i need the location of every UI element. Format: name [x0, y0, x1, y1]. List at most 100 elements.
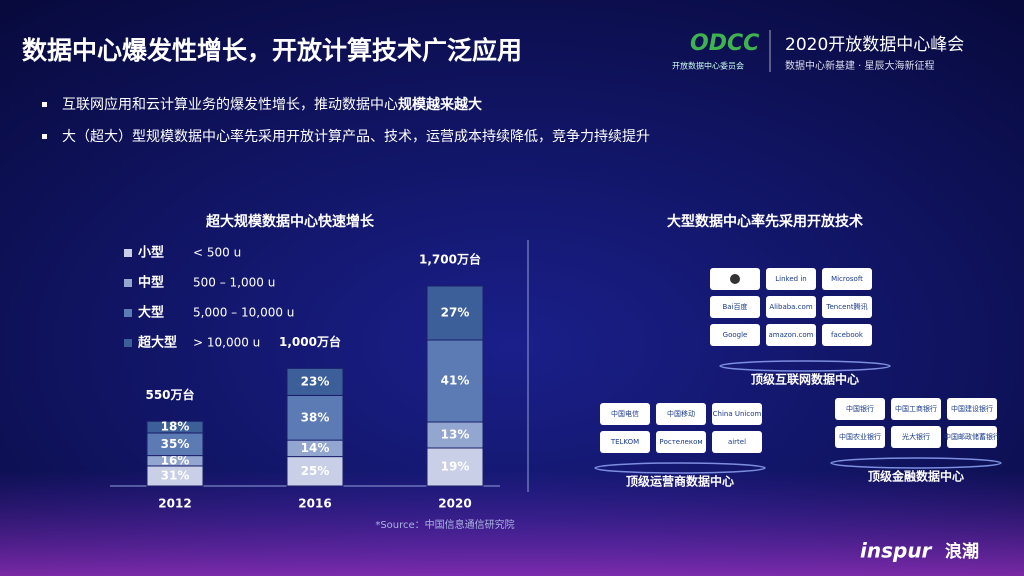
bar-segment: [286, 367, 344, 396]
event: 2020开放数据中心峰会: [785, 35, 964, 55]
logo-tile: [710, 296, 760, 318]
bullet: 大（超大）型规模数据中心率先采用开放计算产品、技术，运营成本持续降低，竞争力持续…: [62, 128, 650, 145]
total-label: 550万台: [145, 387, 194, 402]
bar-segment: [426, 339, 484, 423]
logo-text: 光大银行: [902, 432, 930, 441]
logo-icon: [730, 274, 740, 284]
event-sub: 数据中心新基建 · 星辰大海新征程: [785, 59, 935, 72]
logo-tile: [822, 268, 872, 290]
legend-name: 中型: [138, 275, 164, 291]
bar-segment: [286, 394, 344, 441]
logo-tile: [710, 324, 760, 346]
logo-text: facebook: [831, 331, 864, 339]
legend-swatch: [124, 309, 132, 317]
x-tick-label: 2012: [158, 497, 191, 511]
group-label: 顶级互联网数据中心: [751, 372, 859, 387]
brand-cn: 浪潮: [945, 541, 979, 562]
bar-segment: [146, 420, 204, 434]
data-label: 38%: [301, 410, 330, 424]
legend-range: > 10,000 u: [193, 336, 260, 350]
logo-tile: [835, 398, 885, 420]
brand: inspur: [860, 539, 933, 563]
logo-text: Ростелеком: [659, 438, 702, 446]
logo-tile: [822, 296, 872, 318]
pedestal: [830, 457, 1002, 469]
data-label: 19%: [441, 460, 470, 474]
logo-sub: 开放数据中心委员会: [672, 61, 744, 71]
pedestal: [719, 360, 891, 372]
data-label: 25%: [301, 464, 330, 478]
logo: ODCC: [690, 31, 759, 56]
legend-name: 超大型: [138, 335, 177, 351]
logo-tile: [822, 324, 872, 346]
logo-text: China Unicom: [713, 410, 762, 418]
logo-text: 中国邮政储蓄银行: [944, 432, 1000, 441]
bullet-bold: 规模越来越大: [398, 96, 482, 113]
data-label: 14%: [301, 441, 330, 455]
legend-swatch: [124, 339, 132, 347]
logo-tile: [891, 398, 941, 420]
logo-text: Microsoft: [831, 275, 863, 283]
logo-tile: [600, 403, 650, 425]
logo-text: 中国建设银行: [951, 404, 993, 413]
logo-tile: [835, 426, 885, 448]
bullet: 互联网应用和云计算业务的爆发性增长，推动数据中心规模越来越大: [62, 96, 482, 113]
data-label: 13%: [441, 428, 470, 442]
data-label: 23%: [301, 374, 330, 388]
bullet-dot: [42, 134, 47, 139]
data-label: 27%: [441, 306, 470, 320]
logo-tile: [712, 431, 762, 453]
glow: [0, 470, 1024, 576]
logo-text: 中国移动: [667, 409, 695, 418]
logo-text: airtel: [728, 438, 746, 446]
pedestal: [594, 462, 766, 474]
chart-title: 超大规模数据中心快速增长: [205, 213, 375, 230]
logo-tile: [656, 431, 706, 453]
logo-tile: [766, 324, 816, 346]
legend-name: 大型: [138, 305, 164, 321]
logo-text: Tencent腾讯: [825, 302, 867, 311]
bar-segment: [286, 456, 344, 487]
data-label: 18%: [161, 420, 190, 434]
legend-name: 小型: [138, 245, 164, 261]
logo-tile: [947, 398, 997, 420]
legend-range: < 500 u: [193, 246, 241, 260]
group-label: 顶级运营商数据中心: [626, 474, 734, 489]
data-label: 41%: [441, 374, 470, 388]
logo-text: 中国农业银行: [839, 432, 881, 441]
panel-title: 大型数据中心率先采用开放技术: [667, 213, 863, 230]
title: 数据中心爆发性增长，开放计算技术广泛应用: [22, 36, 522, 65]
legend-swatch: [124, 249, 132, 257]
legend-range: 5,000 – 10,000 u: [193, 306, 294, 320]
x-tick-label: 2016: [298, 497, 331, 511]
logo-text: Alibaba.com: [769, 303, 813, 311]
logo-tile: [947, 426, 997, 448]
total-label: 1,700万台: [419, 252, 481, 267]
bar-segment: [426, 421, 484, 449]
logo-tile: [600, 431, 650, 453]
source: *Source：中国信息通信研究院: [375, 518, 514, 531]
logo-text: TELKOM: [610, 438, 639, 446]
legend-swatch: [124, 279, 132, 287]
bar-segment: [426, 447, 484, 487]
logo-tile: [712, 403, 762, 425]
logo-tile: [766, 268, 816, 290]
x-tick-label: 2020: [438, 497, 471, 511]
total-label: 1,000万台: [279, 334, 341, 349]
logo-tile: [656, 403, 706, 425]
bar-segment: [426, 285, 484, 341]
bullet-text: 互联网应用和云计算业务的爆发性增长，推动数据中心: [62, 96, 398, 113]
data-label: 31%: [161, 468, 190, 482]
logo-text: 中国电信: [611, 409, 639, 418]
logo-text: 中国工商银行: [895, 404, 937, 413]
data-label: 35%: [161, 437, 190, 451]
logo-text: Google: [723, 331, 748, 339]
logo-text: Bai百度: [722, 302, 747, 311]
logo-text: amazon.com: [769, 331, 814, 339]
legend-range: 500 – 1,000 u: [193, 276, 275, 290]
logo-tile: [891, 426, 941, 448]
logo-text: 中国银行: [846, 404, 874, 413]
data-label: 16%: [161, 453, 190, 467]
logo-text: Linked in: [775, 275, 806, 283]
